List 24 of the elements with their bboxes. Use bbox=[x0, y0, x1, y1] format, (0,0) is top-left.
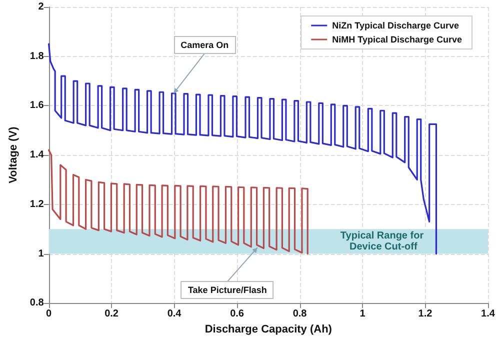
x-tick-label: 0.2 bbox=[104, 308, 119, 320]
x-tick-label: 1.2 bbox=[418, 308, 433, 320]
x-tick-label: 0.6 bbox=[230, 308, 244, 320]
band-label: Typical Range for Device Cut-off bbox=[340, 230, 426, 252]
y-tick-label: 2 bbox=[38, 2, 44, 12]
annotation: Camera On bbox=[174, 36, 236, 54]
legend-label: NiMH Typical Discharge Curve bbox=[332, 34, 462, 44]
y-axis-title: Voltage (V) bbox=[8, 126, 20, 184]
y-tick-label: 0.8 bbox=[30, 298, 44, 309]
legend-label: NiZn Typical Discharge Curve bbox=[332, 20, 460, 30]
x-tick-label: 1 bbox=[360, 308, 366, 320]
x-axis-title: Discharge Capacity (Ah) bbox=[204, 324, 332, 336]
annotation: Take Picture/Flash bbox=[180, 280, 274, 299]
line-series bbox=[48, 149, 308, 255]
y-tick-label: 1.6 bbox=[30, 100, 44, 112]
y-tick-label: 1.8 bbox=[30, 50, 44, 62]
x-tick-label: 1.4 bbox=[481, 308, 496, 320]
y-tick-label: 1.2 bbox=[30, 198, 44, 210]
y-tick-label: 1 bbox=[38, 248, 44, 260]
line-series bbox=[48, 43, 438, 255]
x-tick-label: 0.4 bbox=[167, 308, 182, 320]
y-tick-label: 1.4 bbox=[30, 150, 44, 161]
x-tick-label: 0 bbox=[46, 308, 52, 320]
x-tick-label: 0.8 bbox=[292, 308, 308, 320]
